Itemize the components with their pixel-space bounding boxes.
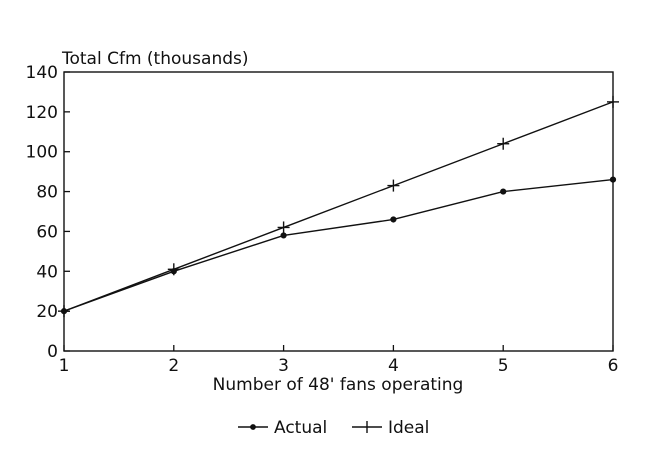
data-point-actual — [609, 176, 617, 183]
legend-label: Ideal — [388, 418, 429, 438]
y-tick-label: 100 — [26, 143, 58, 163]
x-axis: 1 2 3 4 5 6 — [59, 345, 619, 376]
x-tick-label: 5 — [498, 356, 509, 376]
legend-item-ideal: Ideal — [352, 418, 429, 438]
y-tick-label: 140 — [26, 63, 58, 83]
series-line-actual — [63, 178, 614, 312]
data-point-actual — [500, 188, 507, 195]
data-point-ideal — [277, 221, 290, 234]
legend-dot-marker — [250, 424, 256, 430]
data-point-ideal — [58, 305, 70, 318]
y-tick-label: 60 — [36, 222, 58, 242]
x-tick-label: 3 — [278, 356, 289, 376]
x-tick-label: 2 — [168, 356, 179, 376]
series-line-ideal — [63, 101, 614, 312]
legend-item-actual: Actual — [238, 418, 327, 438]
x-tick-label: 1 — [59, 356, 70, 376]
y-tick-label: 0 — [47, 342, 58, 362]
y-axis: 0 20 40 60 80 100 120 140 — [26, 63, 70, 362]
y-tick-label: 20 — [36, 302, 58, 322]
data-point-ideal — [497, 137, 510, 150]
x-tick-label: 4 — [388, 356, 399, 376]
legend: Actual Ideal — [238, 418, 429, 438]
plot-frame — [63, 71, 614, 352]
x-axis-title: Number of 48' fans operating — [213, 375, 464, 395]
data-point-actual — [280, 232, 287, 239]
series-ideal — [58, 95, 619, 318]
data-point-actual — [390, 216, 397, 223]
plot-border — [63, 71, 614, 352]
y-tick-label: 80 — [36, 183, 58, 203]
series-layer — [58, 95, 619, 318]
data-point-ideal — [167, 263, 180, 276]
legend-label: Actual — [274, 418, 327, 438]
y-tick-label: 120 — [26, 103, 58, 123]
data-point-ideal — [607, 95, 619, 108]
series-actual — [60, 176, 617, 315]
data-point-ideal — [387, 179, 400, 192]
x-tick-label: 6 — [608, 356, 619, 376]
y-tick-label: 40 — [36, 262, 58, 282]
y-axis-title: Total Cfm (thousands) — [61, 49, 249, 69]
